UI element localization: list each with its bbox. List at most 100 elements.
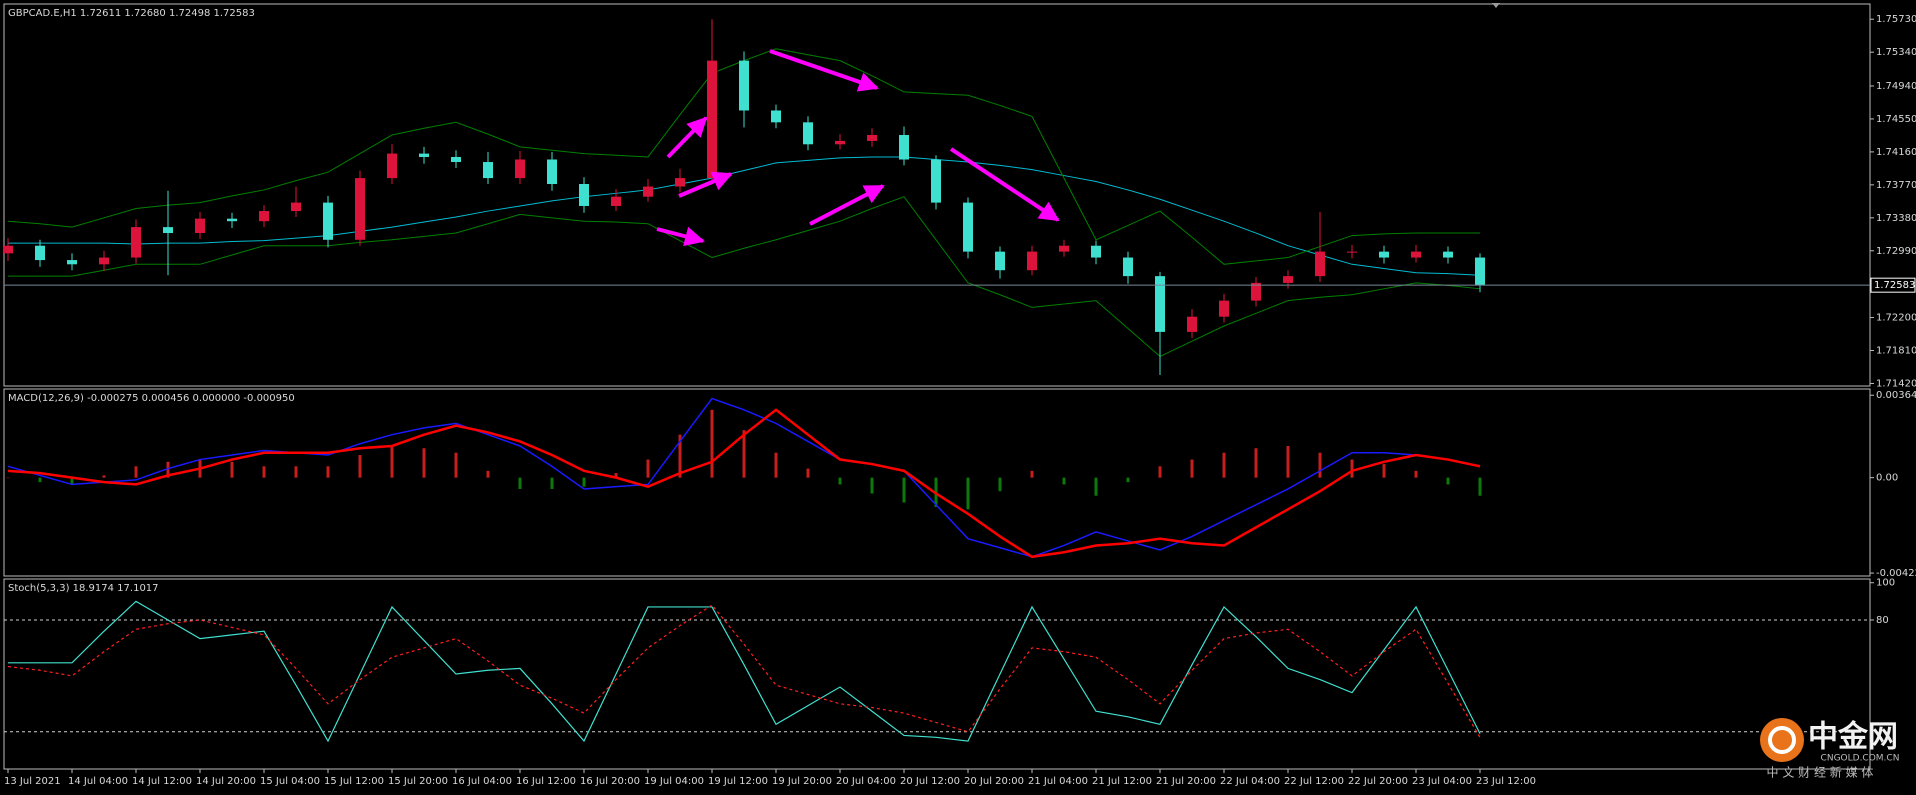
x-tick-label: 21 Jul 20:00 [1156, 776, 1216, 787]
x-tick-label: 20 Jul 20:00 [964, 776, 1024, 787]
candle-body [99, 257, 109, 265]
histogram-bar [806, 468, 810, 478]
histogram-bar [230, 461, 234, 478]
pane-title: GBPCAD.E,H1 1.72611 1.72680 1.72498 1.72… [8, 8, 255, 19]
y-tick-label: 100 [1876, 578, 1895, 589]
x-tick-label: 23 Jul 12:00 [1476, 776, 1536, 787]
candle-body [323, 202, 333, 240]
watermark: 中金网 CNGOLD.COM.CN 中 文 财 经 新 媒 体 [1760, 718, 1899, 780]
candle-body [1443, 251, 1453, 258]
x-tick-label: 16 Jul 20:00 [580, 776, 640, 787]
x-tick-label: 22 Jul 20:00 [1348, 776, 1408, 787]
histogram-bar [294, 466, 298, 478]
x-tick-label: 21 Jul 12:00 [1092, 776, 1152, 787]
histogram-bar [1030, 470, 1034, 478]
candle-body [515, 159, 525, 179]
histogram-bar [1158, 466, 1162, 478]
price-label-box [1870, 277, 1916, 293]
candle-body [579, 184, 589, 206]
x-tick-label: 14 Jul 12:00 [132, 776, 192, 787]
candle-body [1187, 316, 1197, 332]
histogram-bar [902, 477, 906, 503]
candle-body [195, 218, 205, 234]
histogram-bar [998, 477, 1002, 492]
watermark-tagline: 中 文 财 经 新 媒 体 [1767, 765, 1874, 780]
candle-body [707, 60, 717, 179]
y-tick-label: 1.72990 [1876, 246, 1916, 257]
x-tick-label: 14 Jul 04:00 [68, 776, 128, 787]
candle-body [963, 202, 973, 252]
candle-body [355, 178, 365, 240]
histogram-bar [1126, 477, 1130, 483]
arrow [809, 184, 885, 226]
candle-body [1123, 257, 1133, 277]
arrow [656, 226, 705, 247]
histogram-bar [102, 475, 106, 478]
x-tick-label: 21 Jul 04:00 [1028, 776, 1088, 787]
candle-body [931, 159, 941, 203]
candle-body [1251, 282, 1261, 301]
candle-body [1315, 251, 1325, 277]
indicator-line [7, 397, 1481, 558]
candle-body [419, 153, 429, 157]
y-tick-label: 1.74940 [1876, 81, 1916, 92]
histogram-bar [518, 477, 522, 489]
candle-body [867, 134, 877, 141]
candle-body [259, 211, 269, 222]
y-tick-label: 1.73770 [1876, 180, 1916, 191]
histogram-bar [262, 466, 266, 478]
histogram-bar [358, 455, 362, 478]
arrow [678, 171, 733, 198]
histogram-bar [550, 477, 554, 489]
histogram-bar [1414, 470, 1418, 478]
x-tick-label: 13 Jul 2021 [4, 776, 61, 787]
histogram-bar [1254, 448, 1258, 478]
histogram-bar [1062, 477, 1066, 485]
y-tick-label: 0.00 [1876, 473, 1898, 484]
histogram-bar [422, 448, 426, 478]
indicator-line [8, 196, 1481, 358]
y-tick-label: 1.72200 [1876, 313, 1916, 324]
histogram-bar [1318, 452, 1322, 478]
histogram-bar [6, 477, 10, 479]
watermark-domain: CNGOLD.COM.CN [1821, 754, 1900, 764]
candle-body [3, 245, 13, 254]
candle-body [899, 134, 909, 160]
candle-body [1283, 276, 1293, 283]
arrow [666, 116, 708, 159]
candle-body [1379, 251, 1389, 258]
candle-body [675, 178, 685, 187]
candle-body [227, 218, 237, 222]
x-tick-label: 15 Jul 20:00 [388, 776, 448, 787]
pane-title: Stoch(5,3,3) 18.9174 17.1017 [8, 583, 159, 594]
histogram-bar [1350, 459, 1354, 478]
indicator-line [8, 156, 1481, 276]
histogram-bar [838, 477, 842, 485]
shift-marker [1492, 3, 1500, 8]
histogram-bar [38, 477, 42, 483]
histogram-bar [454, 452, 458, 478]
y-tick-label: 1.75730 [1876, 14, 1916, 25]
x-tick-label: 15 Jul 12:00 [324, 776, 384, 787]
candle-body [67, 260, 77, 265]
candle-body [1475, 257, 1485, 286]
candle-body [131, 227, 141, 258]
histogram-bar [1222, 452, 1226, 478]
x-tick-label: 19 Jul 12:00 [708, 776, 768, 787]
arrow [949, 147, 1060, 222]
x-tick-label: 22 Jul 12:00 [1284, 776, 1344, 787]
price-pane [3, 3, 1871, 387]
candle-body [163, 227, 173, 234]
histogram-bar [326, 466, 330, 478]
candle-body [611, 196, 621, 206]
plot-layer: GBPCAD.E,H1 1.72611 1.72680 1.72498 1.72… [3, 8, 1916, 787]
stoch-pane [3, 578, 1871, 770]
histogram-bar [678, 434, 682, 478]
histogram-bar [646, 459, 650, 478]
candle-body [1155, 276, 1165, 332]
candle-body [291, 202, 301, 212]
histogram-bar [710, 409, 714, 478]
x-tick-label: 14 Jul 20:00 [196, 776, 256, 787]
candle-body [483, 162, 493, 179]
